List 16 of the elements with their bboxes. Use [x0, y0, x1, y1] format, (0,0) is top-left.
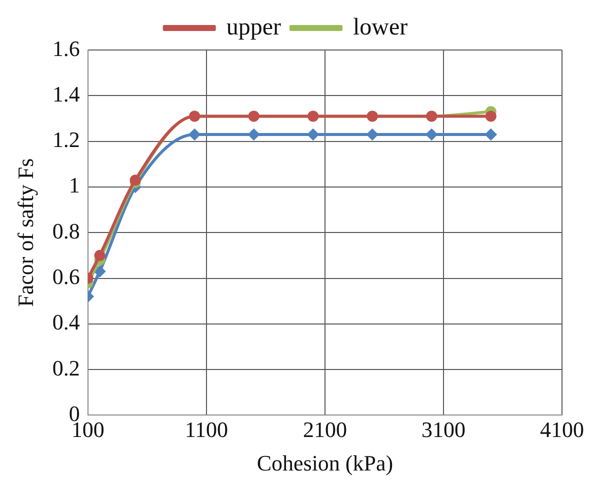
x-tick-label: 4100: [540, 417, 584, 442]
legend-label: lower: [353, 14, 408, 40]
y-axis-title: Facor of safty Fs: [12, 158, 38, 307]
legend-label: upper: [226, 14, 282, 40]
y-tick-label: 0.8: [52, 218, 80, 244]
x-axis-title: Cohesion (kPa): [256, 450, 394, 476]
x-tick-label: 3100: [421, 417, 466, 442]
y-tick-label: 1: [68, 172, 80, 198]
x-tick-label: 1100: [184, 417, 228, 442]
y-tick-label: 0.6: [52, 264, 80, 290]
y-tick-label: 0.4: [52, 310, 80, 335]
y-tick-label: 0.2: [52, 355, 80, 380]
x-tick-label: 2100: [302, 417, 347, 442]
y-tick-label: 1.2: [52, 127, 80, 152]
y-tick-label: 1.4: [52, 81, 80, 106]
y-tick-label: 1.6: [52, 36, 80, 61]
